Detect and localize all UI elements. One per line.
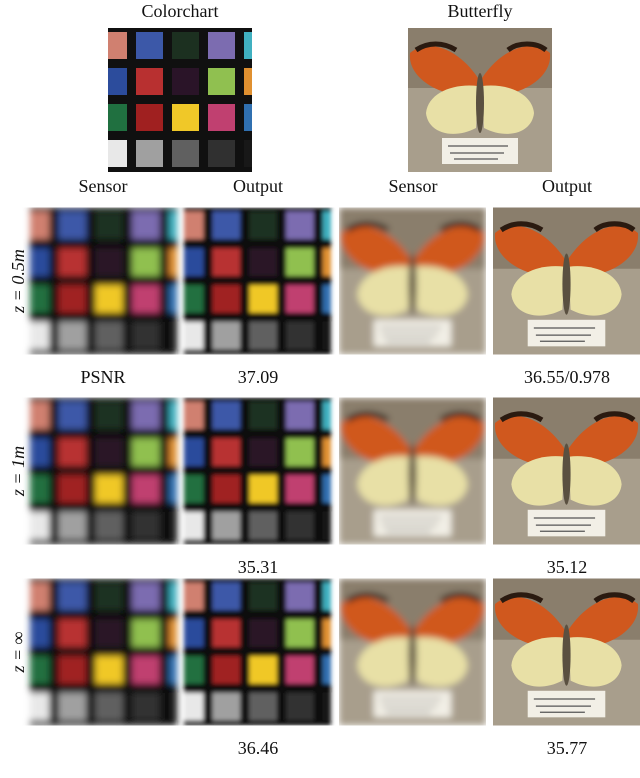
row-label: z = ∞ [8, 632, 28, 674]
psnr-value: 35.77 [547, 738, 588, 758]
butterfly-reference [408, 28, 552, 172]
column-subtitle: Output [233, 176, 283, 196]
output-image [184, 578, 331, 726]
output-image [493, 579, 640, 726]
column-subtitle: Sensor [389, 176, 438, 196]
column-title: Colorchart [142, 1, 219, 21]
row-label: z = 0.5m [8, 249, 28, 314]
output-image [493, 208, 640, 355]
psnr-value: 36.55/0.978 [524, 367, 610, 387]
output-image [493, 398, 640, 545]
sensor-image [339, 579, 486, 726]
psnr-value: 37.09 [238, 367, 279, 387]
column-title: Butterfly [448, 1, 513, 21]
sensor-image [339, 398, 486, 545]
psnr-value: 35.31 [238, 557, 279, 577]
sensor-image [339, 208, 486, 355]
row-label: z = 1m [8, 446, 28, 497]
psnr-value: 36.46 [238, 738, 279, 758]
output-image [184, 207, 331, 355]
column-subtitle: Sensor [79, 176, 128, 196]
output-image [184, 397, 331, 545]
sensor-image [30, 207, 177, 355]
rows: z = 0.5m PSNR 37.09 36.55/0.978 z = 1m 35.31 3… [8, 207, 640, 758]
sensor-image [30, 397, 177, 545]
metric-label: PSNR [80, 367, 125, 387]
sensor-image [30, 578, 177, 726]
psnr-value: 35.12 [547, 557, 588, 577]
colorchart-reference [108, 28, 252, 172]
column-subtitle: Output [542, 176, 592, 196]
